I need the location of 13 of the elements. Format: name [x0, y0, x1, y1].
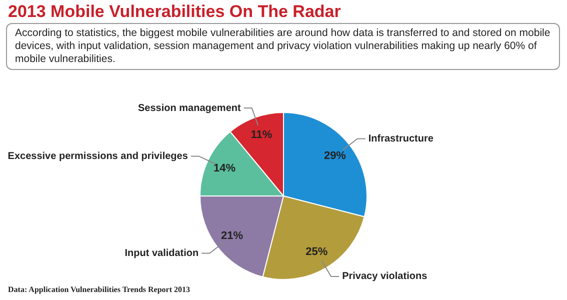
data-label: 29% [324, 150, 346, 162]
chart-title: 2013 Mobile Vulnerabilities On The Radar [8, 2, 341, 22]
data-label: 21% [221, 230, 244, 242]
slice-label: Privacy violations [342, 271, 428, 282]
chart-subtitle: According to statistics, the biggest mobile vulnerabilities are around how data is transferred to and stored on mobile devices, with input validation, session management and privacy violation vulnerabilities making up nearly 60% of mobile vulnerabilities. [6, 23, 560, 70]
slice-label: Input validation [124, 248, 199, 260]
text: Data: Application Vulnerabilities Trends Report 2013 [8, 285, 190, 294]
data-label: 25% [306, 246, 328, 258]
data-label: 11% [250, 128, 272, 141]
slice-label: Session management [138, 102, 242, 114]
data-label: 14% [214, 162, 236, 174]
slice-label: Infrastructure [368, 133, 434, 144]
slice-label: Excessive permissions and privileges [8, 150, 188, 162]
